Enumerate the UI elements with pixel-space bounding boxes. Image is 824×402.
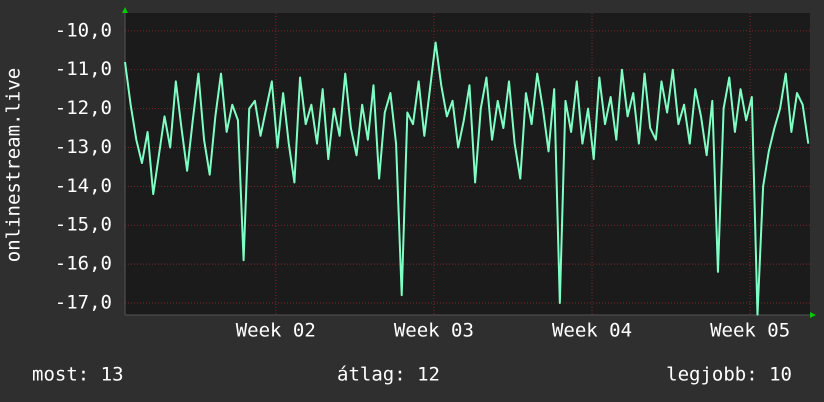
y-axis-label: onlinestream.live (3, 68, 25, 262)
series-line (124, 41, 810, 316)
y-tick-label: -10,0 (55, 19, 112, 41)
x-arrow (810, 312, 816, 318)
x-tick-label: Week 04 (552, 320, 632, 342)
y-tick-label: -12,0 (55, 97, 112, 119)
y-tick-label: -15,0 (55, 214, 112, 236)
footer-average: átlag: 12 (337, 364, 440, 386)
x-tick-label: Week 02 (236, 320, 316, 342)
x-tick-label: Week 03 (394, 320, 474, 342)
y-tick-label: -16,0 (55, 253, 112, 275)
x-tick-label: Week 05 (710, 320, 790, 342)
y-tick-label: -11,0 (55, 58, 112, 80)
footer-best: legjobb: 10 (666, 364, 792, 386)
y-tick-label: -14,0 (55, 175, 112, 197)
plot-area (125, 13, 810, 315)
footer-current: most: 13 (32, 364, 124, 386)
y-tick-label: -13,0 (55, 136, 112, 158)
y-arrow (122, 7, 128, 13)
y-tick-label: -17,0 (55, 291, 112, 313)
